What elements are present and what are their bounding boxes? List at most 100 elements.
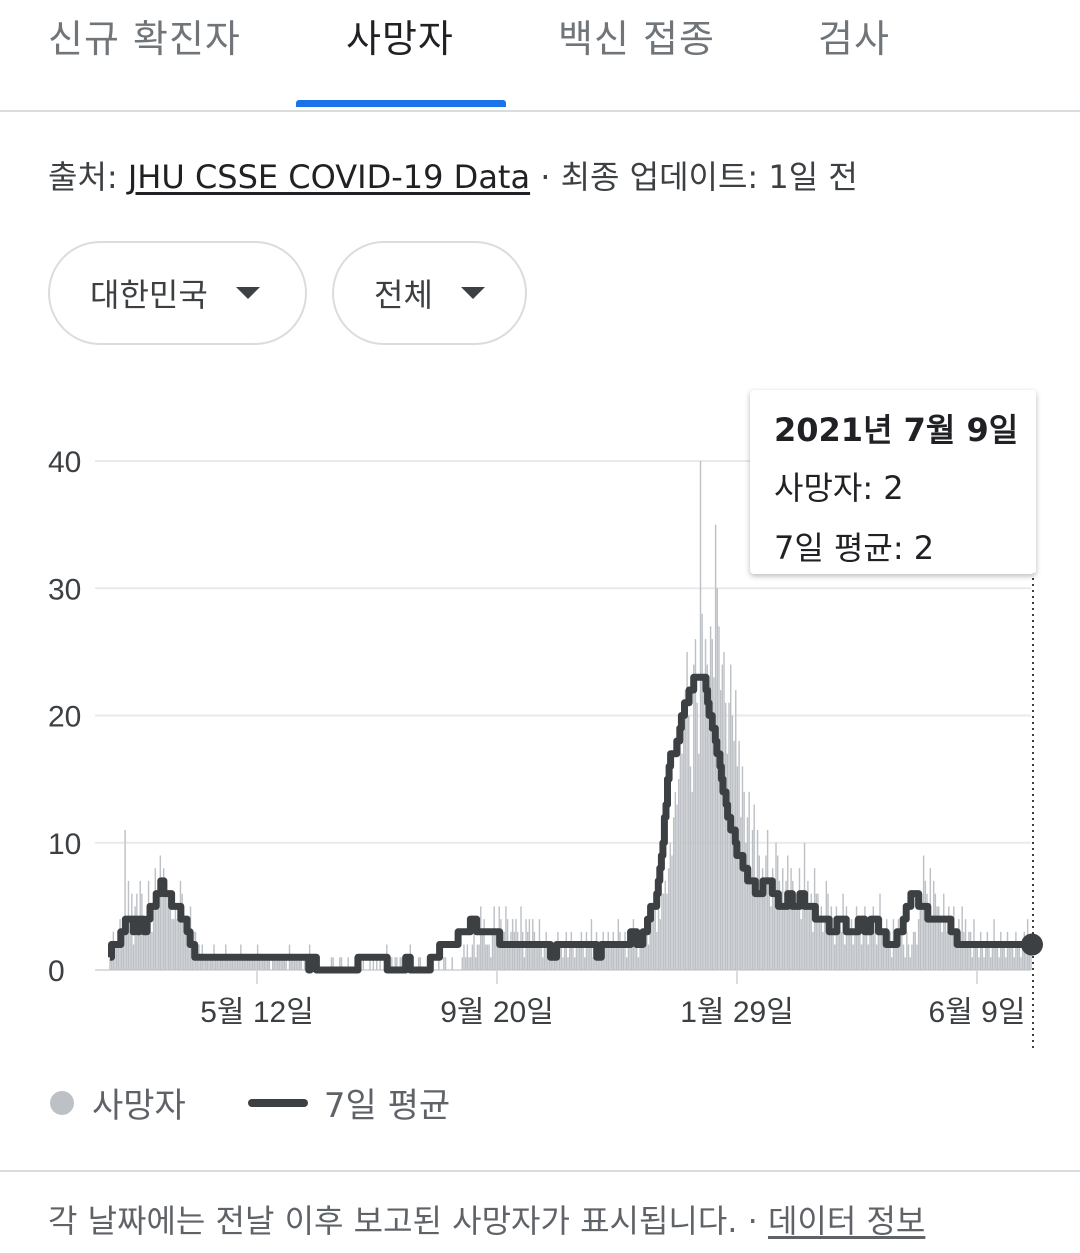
death-bar — [478, 944, 480, 970]
chart-tooltip: 2021년 7월 9일 사망자: 2 7일 평균: 2 — [750, 390, 1036, 574]
death-bar — [592, 957, 594, 970]
tab-vaccinations[interactable]: 백신 접종 — [558, 17, 715, 61]
death-bar — [285, 957, 287, 970]
death-bar — [169, 906, 172, 970]
death-bar — [768, 880, 771, 970]
death-bar — [300, 957, 302, 970]
death-bar — [277, 957, 279, 970]
death-bar — [787, 855, 789, 970]
x-tick-label: 9월 20일 — [440, 996, 554, 1029]
death-bar — [728, 702, 730, 970]
death-bar — [535, 944, 537, 970]
death-bar — [520, 906, 522, 970]
death-bar — [1021, 944, 1024, 970]
death-bar — [292, 957, 294, 970]
death-bar — [230, 957, 232, 970]
death-bar — [763, 893, 765, 970]
death-bar — [152, 906, 155, 970]
death-bar — [295, 957, 297, 970]
scope-dropdown[interactable]: 전체 — [332, 241, 527, 345]
death-bar — [330, 957, 333, 970]
death-bar — [805, 893, 807, 970]
death-bar — [275, 957, 277, 970]
death-bar — [661, 893, 663, 970]
death-bar — [614, 944, 616, 970]
death-bar — [750, 868, 752, 970]
death-bar — [797, 893, 799, 970]
death-bar — [986, 931, 989, 970]
death-bar — [679, 740, 682, 970]
death-bar — [464, 957, 467, 970]
death-bar — [565, 931, 568, 970]
death-bar — [605, 944, 608, 970]
deaths-chart[interactable]: 0 10 20 30 40 5월 12일 9월 20일 1월 29일 6월 9일 — [0, 380, 1080, 1060]
death-bar — [126, 931, 128, 970]
death-bar — [677, 779, 680, 970]
death-bar — [971, 957, 973, 970]
death-bar — [1013, 957, 1015, 970]
caret-down-icon — [460, 287, 485, 299]
death-bar — [476, 944, 479, 970]
death-bar — [572, 944, 574, 970]
death-bar — [627, 931, 630, 970]
death-bar — [726, 753, 729, 970]
death-bar — [1030, 944, 1032, 970]
death-bar — [615, 944, 618, 970]
death-bar — [340, 957, 343, 970]
tab-tests[interactable]: 검사 — [818, 17, 890, 61]
death-bar — [917, 919, 920, 970]
tab-deaths[interactable]: 사망자 — [346, 17, 454, 61]
death-bar — [956, 944, 958, 970]
death-bar — [919, 906, 921, 970]
death-bar — [339, 957, 341, 970]
death-bar — [662, 893, 665, 970]
death-bar — [850, 919, 853, 970]
average-legend-line-icon — [247, 1098, 308, 1107]
death-bar — [835, 906, 838, 970]
death-bar — [162, 868, 165, 970]
death-bar — [208, 957, 210, 970]
death-bar — [817, 893, 819, 970]
death-bar — [620, 944, 623, 970]
footer-separator: · — [737, 1202, 768, 1240]
death-bar — [703, 690, 705, 970]
death-bar — [183, 906, 185, 970]
death-bar — [976, 944, 979, 970]
death-bar — [243, 957, 245, 970]
death-bar — [231, 957, 234, 970]
country-dropdown[interactable]: 대한민국 — [48, 241, 307, 345]
death-bar — [471, 944, 474, 970]
death-bar — [246, 957, 249, 970]
source-link[interactable]: JHU CSSE COVID-19 Data — [127, 158, 531, 196]
death-bar — [904, 957, 906, 970]
death-bar — [646, 931, 648, 970]
tab-new-cases[interactable]: 신규 확진자 — [48, 17, 241, 61]
death-bar — [959, 931, 962, 970]
death-bar — [203, 957, 205, 970]
death-bar — [272, 957, 274, 970]
death-bar — [607, 931, 609, 970]
death-bar — [280, 957, 282, 970]
last-updated: 최종 업데이트: 1일 전 — [560, 158, 858, 196]
death-bar — [696, 702, 698, 970]
death-bar — [711, 639, 713, 970]
death-bar — [798, 868, 801, 970]
death-bar — [887, 931, 890, 970]
death-bar — [332, 957, 334, 970]
death-bar — [996, 944, 999, 970]
death-bar — [540, 944, 542, 970]
tooltip-deaths: 사망자: 2 — [774, 469, 904, 507]
death-bar — [503, 931, 505, 970]
death-bar — [157, 893, 160, 970]
death-bar — [473, 931, 475, 970]
tab-bar: 신규 확진자 사망자 백신 접종 검사 — [0, 0, 1080, 112]
deaths-legend-dot-icon — [50, 1090, 74, 1115]
death-bar — [669, 842, 672, 970]
y-tick-label: 40 — [48, 446, 81, 479]
data-info-link[interactable]: 데이터 정보 — [767, 1202, 926, 1240]
death-bar — [505, 906, 507, 970]
death-bar — [560, 944, 562, 970]
death-bar — [699, 461, 702, 970]
death-bar — [652, 919, 655, 970]
death-bar — [672, 817, 675, 970]
